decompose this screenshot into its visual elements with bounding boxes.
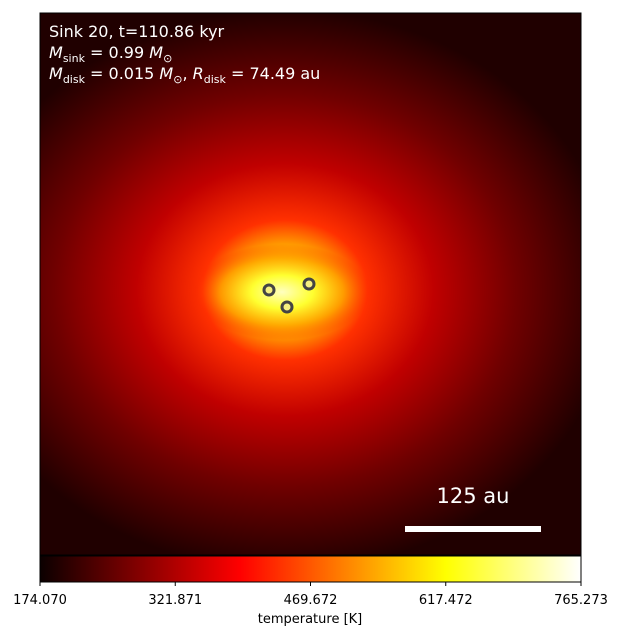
scale-bar (405, 526, 541, 532)
sink (302, 277, 316, 291)
ann-part: disk (204, 73, 227, 86)
sinks (262, 277, 316, 314)
ann-part: M (49, 43, 63, 62)
ann-part: = 74.49 au (226, 64, 320, 83)
colorbar (39, 555, 582, 583)
ann-part: R (193, 64, 204, 83)
ann-part: = 0.99 (85, 43, 149, 62)
ann-part: M (149, 43, 163, 62)
annotation: Sink 20, t=110.86 kyr (49, 22, 225, 41)
tick-label: 617.472 (419, 593, 473, 608)
tick-label: 321.871 (148, 593, 202, 608)
ann-part: , (182, 64, 192, 83)
ann-part: = 0.015 (85, 64, 159, 83)
ann-part: ⊙ (163, 52, 172, 65)
ann-part: disk (63, 73, 86, 86)
ann-part: M (159, 64, 173, 83)
annotation: Msink = 0.99 M⊙ (49, 43, 172, 65)
colorbar-label: temperature [K] (258, 612, 363, 627)
colorbar-ticks: 174.070 321.871 469.672 617.472 765.273 (13, 582, 608, 608)
tick-label: 174.070 (13, 593, 67, 608)
tick-label: 469.672 (284, 593, 338, 608)
annotation: Mdisk = 0.015 M⊙, Rdisk = 74.49 au (49, 64, 320, 86)
ann-part: sink (63, 52, 86, 65)
tick-label: 765.273 (554, 593, 608, 608)
sink (280, 300, 294, 314)
ann-part: ⊙ (173, 73, 182, 86)
frame (39, 12, 582, 556)
scale-bar-label: 125 au (437, 484, 510, 508)
ann-part: M (49, 64, 63, 83)
heatmap-core (187, 237, 377, 347)
sink (262, 283, 276, 297)
